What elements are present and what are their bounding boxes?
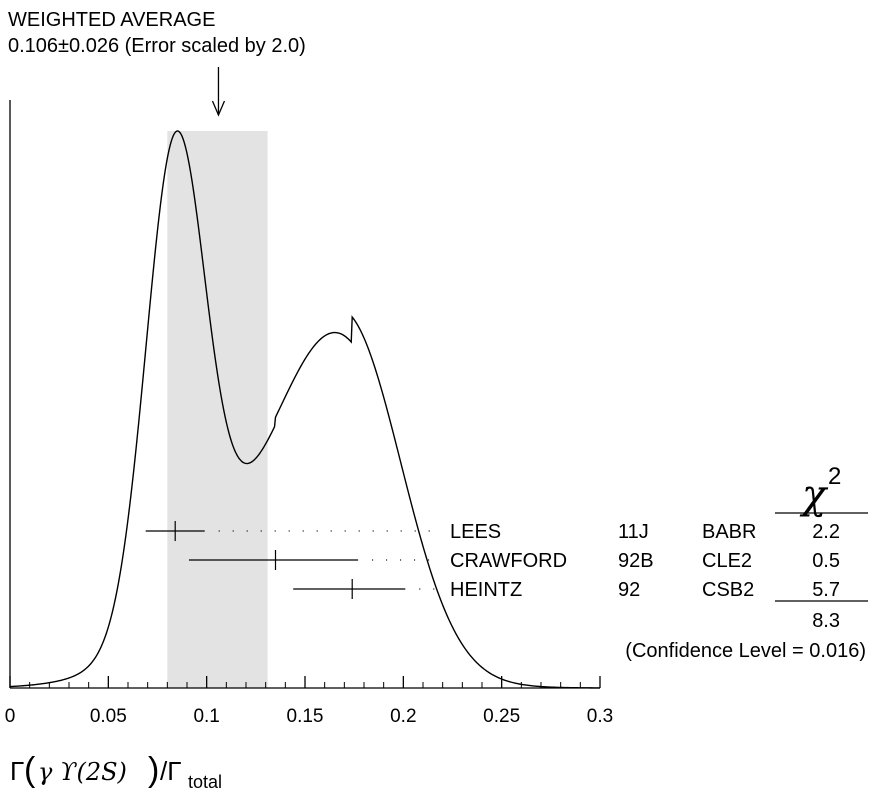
svg-text:total: total	[188, 772, 222, 792]
measurement-name: HEINTZ	[450, 579, 522, 601]
confidence-level: (Confidence Level = 0.016)	[625, 640, 866, 662]
ideogram-curve	[9, 130, 600, 689]
weighted-average-arrow	[211, 67, 226, 117]
title-line-1: WEIGHTED AVERAGE	[8, 9, 215, 31]
svg-text:): )	[148, 751, 159, 789]
measurement-experiment: BABR	[702, 521, 756, 543]
chi2-symbol: χ	[799, 472, 829, 518]
x-axis-label: Γ ( γ ϒ(2S) ) /Γ total	[10, 751, 222, 792]
measurement-row: CRAWFORD 92B CLE2 0.5	[188, 550, 840, 572]
measurement-chi2: 2.2	[812, 521, 840, 543]
measurement-name: LEES	[450, 521, 501, 543]
x-tick-label: 0	[5, 706, 16, 727]
x-tick-label: 0.15	[287, 706, 324, 727]
measurement-row: HEINTZ 92 CSB2 5.7	[293, 579, 840, 601]
x-tick-label: 0.1	[193, 706, 219, 727]
measurement-experiment: CLE2	[702, 550, 752, 572]
svg-text:(: (	[24, 751, 36, 789]
x-ticks: 0 0.05 0.1 0.15 0.2 0.25 0.3	[5, 676, 613, 727]
x-tick-label: 0.05	[90, 706, 127, 727]
weighted-average-band	[167, 131, 268, 688]
title-line-2: 0.106±0.026 (Error scaled by 2.0)	[8, 35, 306, 57]
svg-text:γ ϒ(2S): γ ϒ(2S)	[38, 758, 127, 786]
x-tick-label: 0.25	[483, 706, 520, 727]
arrow-head	[211, 100, 226, 117]
measurement-chi2: 5.7	[812, 579, 840, 601]
measurement-row: LEES 11J BABR 2.2	[145, 521, 840, 543]
svg-text:Γ: Γ	[10, 756, 24, 786]
measurement-experiment: CSB2	[702, 579, 754, 601]
chi2-superscript: 2	[828, 463, 841, 490]
x-tick-label: 0.3	[587, 706, 613, 727]
chi2-total: 8.3	[812, 610, 840, 632]
measurement-year: 92B	[618, 550, 654, 572]
measurement-year: 11J	[618, 521, 649, 543]
measurements: LEES 11J BABR 2.2 CRAWFORD 92B CLE2 0.5 HEINTZ 92…	[145, 521, 840, 601]
measurement-year: 92	[618, 579, 640, 601]
x-tick-label: 0.2	[390, 706, 416, 727]
measurement-chi2: 0.5	[812, 550, 840, 572]
measurement-name: CRAWFORD	[450, 550, 567, 572]
svg-text:/Γ: /Γ	[160, 756, 182, 786]
